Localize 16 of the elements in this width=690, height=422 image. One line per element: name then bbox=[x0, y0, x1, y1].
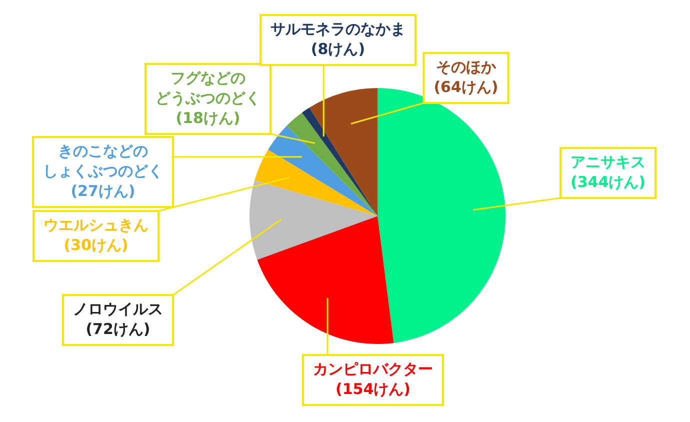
data-label: (27けん) bbox=[70, 182, 136, 200]
slice-label: アニサキス bbox=[570, 152, 646, 171]
data-label: (30けん) bbox=[64, 236, 128, 254]
slice-label: フグなどのどうぶつのどく bbox=[156, 68, 260, 107]
slice-label: ノロウイルス bbox=[73, 300, 163, 318]
slice-label: きのこなどのしょくぶつのどく bbox=[43, 142, 163, 180]
data-label: (18けん) bbox=[176, 108, 240, 127]
data-label: (344けん) bbox=[570, 172, 646, 191]
slice-label: ウエルシュきん bbox=[44, 216, 148, 234]
data-label: (72けん) bbox=[86, 320, 150, 338]
slice-label: サルモネラのなかま bbox=[270, 20, 406, 38]
data-label: (154けん) bbox=[335, 380, 411, 398]
data-label: (64けん) bbox=[434, 78, 498, 96]
slice-label: カンピロバクター bbox=[313, 360, 433, 378]
data-label: (8けん) bbox=[310, 40, 366, 58]
slice-label: そのほか bbox=[436, 58, 497, 76]
